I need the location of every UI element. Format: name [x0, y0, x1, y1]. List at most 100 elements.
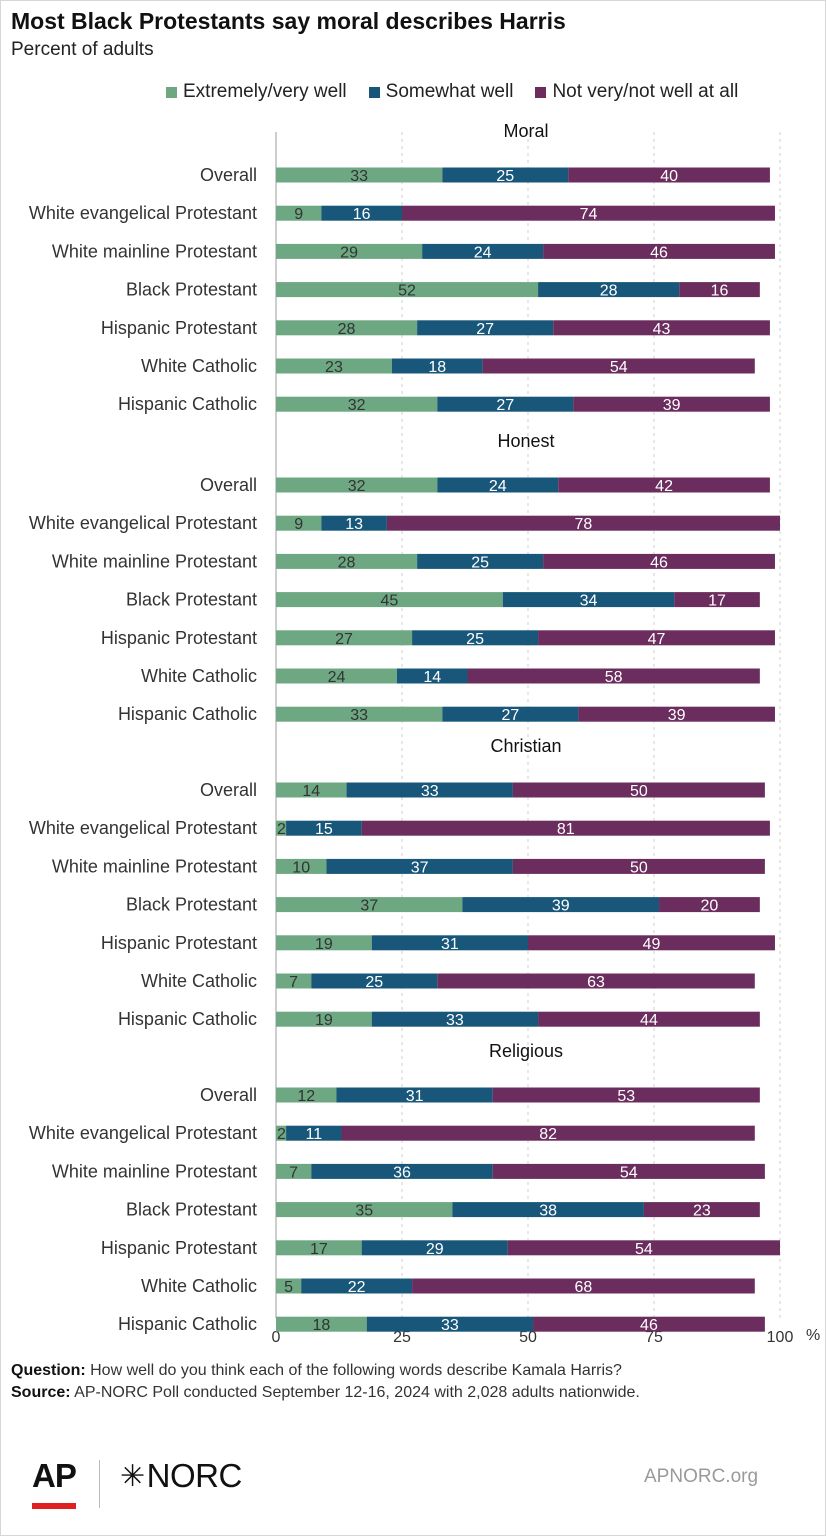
bar-segment [276, 358, 392, 374]
category-label: White Catholic [141, 971, 257, 991]
bar-segment [422, 243, 544, 259]
bar-segment [276, 320, 418, 336]
legend: Extremely/very well Somewhat well Not ve… [166, 80, 738, 104]
bar-segment [679, 282, 760, 298]
data-label: 20 [701, 898, 719, 915]
bar-segment [276, 1011, 372, 1027]
bar-segment [276, 205, 322, 221]
data-label: 49 [643, 936, 661, 953]
data-label: 17 [708, 593, 726, 610]
data-label: 74 [580, 206, 598, 223]
bar-segment [437, 396, 574, 412]
bar-segment [528, 935, 775, 951]
data-label: 37 [360, 898, 378, 915]
bar-segment [276, 515, 322, 531]
data-label: 15 [315, 821, 333, 838]
bar-segment [437, 477, 559, 493]
data-label: 45 [381, 593, 399, 610]
data-label: 27 [476, 321, 494, 338]
category-label: White evangelical Protestant [29, 203, 257, 223]
data-label: 33 [350, 707, 368, 724]
bar-segment [462, 897, 660, 913]
data-label: 25 [496, 168, 514, 185]
bar-segment [276, 1163, 312, 1179]
data-label: 50 [630, 783, 648, 800]
data-label: 16 [353, 206, 371, 223]
legend-label: Extremely/very well [183, 81, 347, 102]
data-label: 32 [348, 478, 366, 495]
bar-segment [276, 1316, 367, 1332]
x-tick-label: 25 [393, 1329, 411, 1346]
data-label: 14 [423, 669, 441, 686]
data-label: 2 [277, 1126, 286, 1143]
data-label: 17 [310, 1241, 328, 1258]
question-note: Question: How well do you think each of … [11, 1360, 640, 1382]
category-label: Black Protestant [126, 895, 257, 915]
source-note: Source: AP-NORC Poll conducted September… [11, 1382, 640, 1404]
data-label: 33 [350, 168, 368, 185]
bar-segment [276, 167, 443, 183]
bar-segment [538, 630, 775, 646]
bar-segment [492, 1163, 765, 1179]
data-label: 54 [620, 1164, 638, 1181]
bar-segment [366, 1316, 534, 1332]
ap-logo-bar [32, 1503, 76, 1509]
norc-logo: ✳ NORC [120, 1457, 242, 1495]
data-label: 38 [539, 1203, 557, 1220]
bar-segment [417, 553, 544, 569]
bar-segment [276, 820, 287, 836]
panel-title: Honest [497, 431, 554, 451]
data-label: 9 [294, 206, 303, 223]
bar-segment [321, 205, 402, 221]
data-label: 33 [421, 783, 439, 800]
data-label: 22 [348, 1279, 366, 1296]
logo-divider [99, 1460, 100, 1508]
category-label: White mainline Protestant [52, 856, 257, 876]
data-label: 52 [398, 283, 416, 300]
data-label: 7 [289, 974, 298, 991]
category-label: Hispanic Catholic [118, 1009, 257, 1029]
bar-segment [276, 630, 413, 646]
data-label: 23 [693, 1203, 711, 1220]
bar-segment [538, 1011, 760, 1027]
data-label: 28 [600, 283, 618, 300]
category-label: White evangelical Protestant [29, 513, 257, 533]
norc-star-icon: ✳ [120, 1459, 145, 1493]
bar-segment [437, 973, 755, 989]
bar-segment [492, 1087, 760, 1103]
data-label: 46 [650, 554, 668, 571]
bar-segment [301, 1278, 413, 1294]
data-label: 82 [539, 1126, 557, 1143]
data-label: 14 [302, 783, 320, 800]
data-label: 39 [668, 707, 686, 724]
data-label: 42 [655, 478, 673, 495]
data-label: 28 [338, 554, 356, 571]
data-label: 81 [557, 821, 575, 838]
data-label: 46 [650, 244, 668, 261]
bar-segment [276, 282, 539, 298]
data-label: 27 [335, 631, 353, 648]
bar-segment [311, 1163, 493, 1179]
bar-segment [326, 858, 513, 874]
bar-segment [321, 515, 387, 531]
question-text: How well do you think each of the follow… [85, 1362, 622, 1379]
bar-segment [276, 553, 418, 569]
bar-segment [276, 477, 438, 493]
data-label: 23 [325, 359, 343, 376]
bar-segment [276, 1278, 302, 1294]
bar-segment [543, 243, 775, 259]
data-label: 50 [630, 859, 648, 876]
x-tick-label: 100 [767, 1329, 794, 1346]
data-label: 33 [446, 1012, 464, 1029]
data-label: 68 [575, 1279, 593, 1296]
category-label: Black Protestant [126, 1200, 257, 1220]
category-label: White mainline Protestant [52, 241, 257, 261]
bar-segment [276, 706, 443, 722]
category-label: Hispanic Catholic [118, 1314, 257, 1334]
bar-segment [512, 858, 765, 874]
bar-segment [417, 320, 554, 336]
category-label: Hispanic Protestant [101, 318, 257, 338]
data-label: 29 [340, 244, 358, 261]
panel-title: Christian [490, 736, 561, 756]
